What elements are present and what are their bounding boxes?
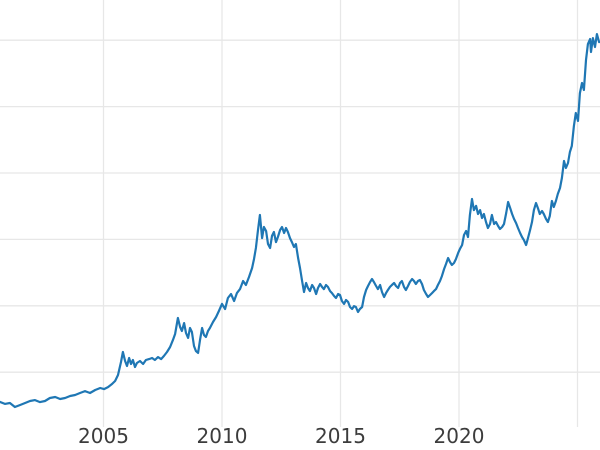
x-tick-label: 2005 <box>78 424 129 448</box>
price-line <box>0 33 600 409</box>
x-tick-labels: 2005 2010 2015 2020 <box>78 424 484 448</box>
x-tick-label: 2015 <box>315 424 366 448</box>
x-tick-label: 2020 <box>434 424 485 448</box>
x-tick-label: 2010 <box>197 424 248 448</box>
gridlines <box>0 0 600 427</box>
